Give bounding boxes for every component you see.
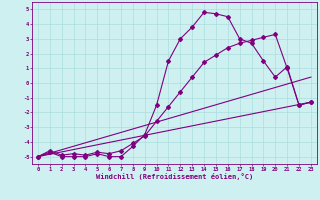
X-axis label: Windchill (Refroidissement éolien,°C): Windchill (Refroidissement éolien,°C) <box>96 173 253 180</box>
